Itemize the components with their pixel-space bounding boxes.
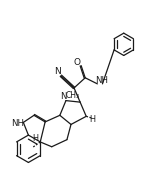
Text: CH₃: CH₃ — [65, 91, 80, 100]
Text: H: H — [89, 115, 95, 124]
Text: N: N — [60, 92, 66, 101]
Text: NH: NH — [11, 119, 24, 128]
Text: N: N — [54, 67, 61, 76]
Text: NH: NH — [95, 76, 108, 85]
Text: H: H — [32, 134, 38, 143]
Text: O: O — [74, 57, 81, 67]
